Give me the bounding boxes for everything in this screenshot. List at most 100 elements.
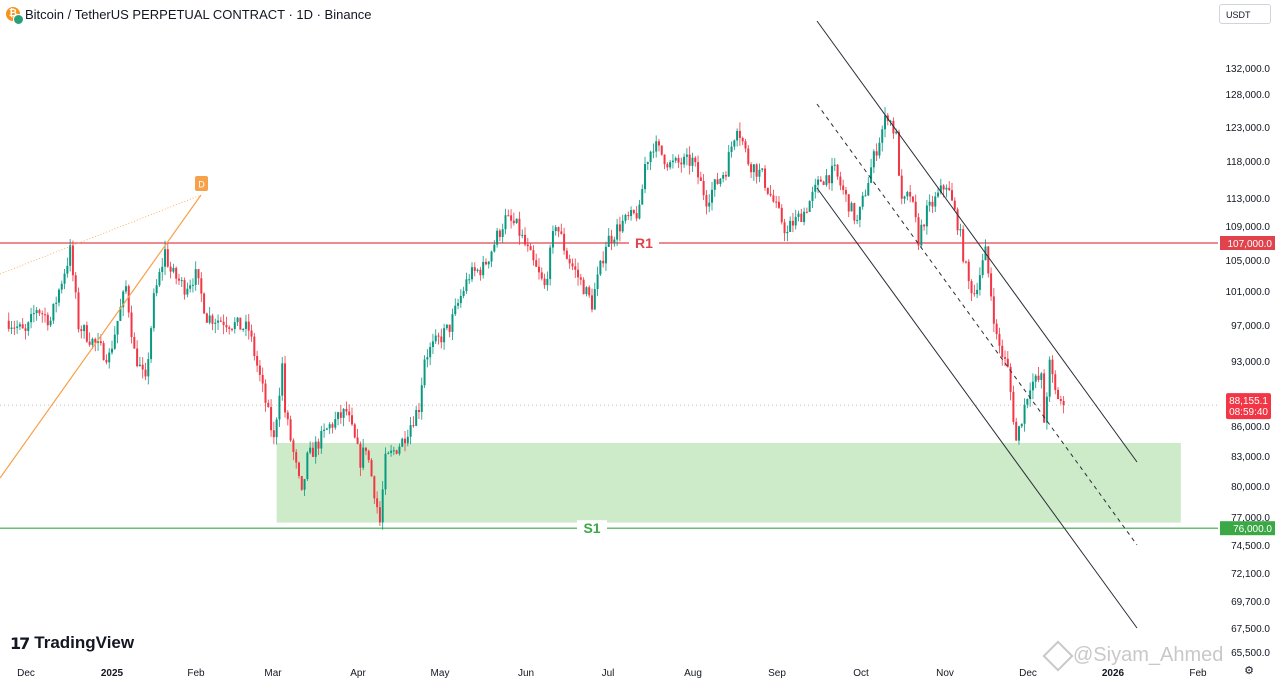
candle[interactable] [526,244,529,247]
candle[interactable] [91,338,94,345]
candle[interactable] [1020,423,1023,427]
candle[interactable] [161,266,164,273]
candle[interactable] [577,269,580,278]
candle[interactable] [683,156,686,165]
candle[interactable] [1045,396,1048,423]
candle[interactable] [46,314,49,326]
candle[interactable] [197,269,200,279]
candle[interactable] [440,336,443,343]
candle[interactable] [116,320,119,335]
candle[interactable] [632,210,635,214]
channel-upper-line[interactable] [816,20,1138,463]
candle[interactable] [660,145,663,155]
candle[interactable] [504,215,507,230]
candle[interactable] [297,462,300,477]
candle[interactable] [484,261,487,265]
candle[interactable] [164,249,167,267]
candle[interactable] [378,507,381,523]
candle[interactable] [591,295,594,310]
candle[interactable] [571,263,574,267]
candle[interactable] [610,235,613,243]
candle[interactable] [512,220,515,224]
candle[interactable] [348,411,351,416]
candle[interactable] [551,231,554,248]
candle[interactable] [870,167,873,183]
candle[interactable] [60,283,63,290]
candle[interactable] [563,233,566,251]
candle[interactable] [568,258,571,264]
candle[interactable] [521,234,524,236]
candle[interactable] [794,216,797,226]
candle[interactable] [49,320,52,326]
candle[interactable] [948,187,951,191]
candle[interactable] [7,320,10,329]
tradingview-logo[interactable]: 17 TradingView [10,633,134,653]
candle[interactable] [186,288,189,295]
candle[interactable] [727,152,730,177]
candle[interactable] [889,120,892,122]
candle[interactable] [127,286,130,313]
candle[interactable] [166,249,169,267]
candle[interactable] [191,284,194,286]
candle[interactable] [777,201,780,208]
candle[interactable] [750,164,753,173]
candle[interactable] [479,269,482,276]
candle[interactable] [323,429,326,431]
candle[interactable] [465,279,468,291]
candle[interactable] [214,322,217,324]
candle[interactable] [819,179,822,182]
candle[interactable] [219,320,222,322]
candle[interactable] [1051,359,1054,375]
candle[interactable] [71,245,74,276]
candle[interactable] [158,272,161,286]
candle[interactable] [381,489,384,523]
candle[interactable] [16,326,19,328]
candle[interactable] [644,164,647,190]
candle[interactable] [85,325,88,342]
candle[interactable] [55,302,58,304]
candle[interactable] [250,330,253,337]
candle[interactable] [602,260,605,264]
candle[interactable] [172,267,175,272]
candle[interactable] [339,412,342,418]
candle[interactable] [836,164,839,177]
candle[interactable] [822,181,825,185]
trend-marker-badge[interactable] [195,176,208,191]
candle[interactable] [359,443,362,468]
candle[interactable] [649,151,652,163]
candle[interactable] [35,310,38,314]
candle[interactable] [920,224,923,246]
candle[interactable] [884,115,887,130]
candle[interactable] [401,438,404,447]
candle[interactable] [624,215,627,221]
candle[interactable] [680,162,683,165]
candle[interactable] [345,408,348,412]
candle[interactable] [384,453,387,490]
candle[interactable] [805,211,808,213]
candle[interactable] [867,182,870,196]
candle[interactable] [808,201,811,212]
candle[interactable] [423,359,426,386]
candle[interactable] [663,154,666,165]
candle[interactable] [964,261,967,263]
candle[interactable] [144,369,147,377]
candle[interactable] [21,324,24,329]
candle[interactable] [152,293,155,329]
candle[interactable] [367,450,370,461]
candle[interactable] [1015,421,1018,441]
candle[interactable] [211,315,214,324]
candle[interactable] [688,154,691,166]
candle[interactable] [814,184,817,192]
candle[interactable] [236,317,239,323]
candle[interactable] [677,157,680,163]
candle[interactable] [183,280,186,295]
candle[interactable] [694,157,697,163]
candle[interactable] [24,328,27,331]
candle[interactable] [44,314,47,316]
candle[interactable] [267,402,270,408]
candle[interactable] [177,278,180,281]
candle[interactable] [828,175,831,184]
candle[interactable] [253,336,256,356]
candle[interactable] [437,335,440,337]
candle[interactable] [303,479,306,490]
